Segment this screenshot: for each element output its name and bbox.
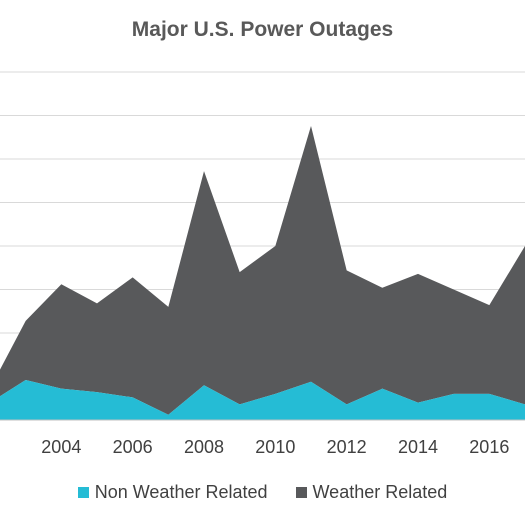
x-tick-label: 2014 [398, 437, 438, 457]
series-areas [0, 125, 525, 420]
legend-label-weather: Weather Related [312, 482, 448, 502]
series-area-non-weather [0, 379, 525, 420]
x-axis-tick-labels: 22004200620082010201220142016 [41, 437, 509, 457]
legend-item-weather: Weather Related [295, 482, 448, 503]
legend-item-non-weather: Non Weather Related [77, 482, 268, 503]
chart-title: Major U.S. Power Outages [131, 18, 394, 41]
x-tick-label: 2012 [327, 437, 367, 457]
legend-swatch-non-weather [77, 487, 89, 498]
x-tick-label: 2004 [41, 437, 81, 457]
x-tick-label: 2008 [184, 437, 224, 457]
x-tick-label: 2016 [469, 437, 509, 457]
x-tick-label: 2006 [113, 437, 153, 457]
legend-swatch-weather [295, 487, 307, 498]
x-tick-label: 2010 [255, 437, 295, 457]
legend-label-non-weather: Non Weather Related [94, 482, 268, 502]
legend: Non Weather Related Weather Related [0, 482, 525, 503]
series-area-weather [0, 125, 525, 415]
